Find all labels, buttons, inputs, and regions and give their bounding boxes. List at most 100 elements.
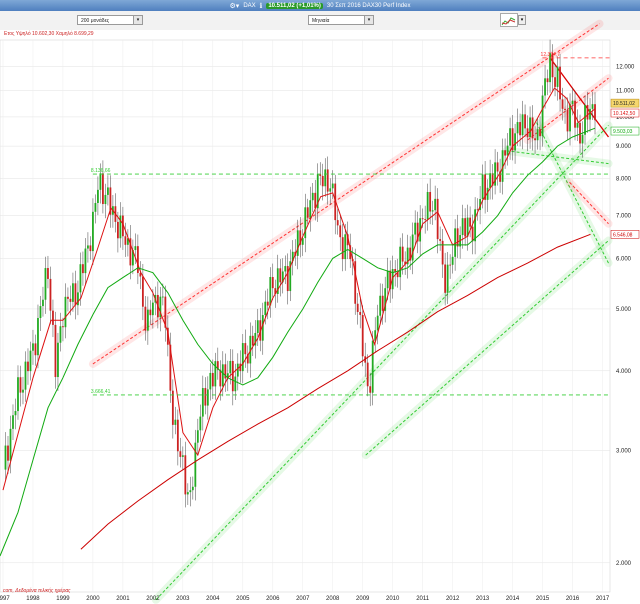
x-tick-label: 2012: [446, 596, 460, 602]
candle-body: [386, 270, 389, 289]
candle-body: [566, 109, 569, 132]
candle-body: [274, 288, 277, 294]
candle-body: [356, 303, 359, 312]
candle-body: [129, 238, 132, 266]
candle-body: [561, 99, 564, 109]
candle-body: [416, 222, 419, 242]
x-tick-label: 2017: [596, 596, 610, 602]
candle-body: [29, 350, 32, 372]
candle-body: [264, 301, 267, 316]
candle-body: [99, 173, 102, 190]
moving-average-line: [0, 127, 596, 557]
candle-body: [484, 174, 487, 200]
candle-body: [286, 266, 289, 292]
candle-body: [211, 372, 214, 387]
candle-body: [241, 343, 244, 372]
candle-body: [94, 202, 97, 212]
candle-body: [279, 268, 282, 283]
y-axis: 2.000 3.000 4.000 5.000 6.000 7.000 8.000 9.000…: [616, 64, 635, 566]
year-range-info: Ετος Υψηλό 10.602,30 Χαμηλό 8.699,29: [4, 31, 94, 37]
date-label: 30 Σεπ 2016 DAX30 Perf Index: [326, 2, 411, 9]
candle-body: [439, 239, 442, 241]
candle-body: [77, 292, 79, 306]
candle-body: [319, 174, 322, 176]
candle-body: [74, 283, 77, 306]
candle-body: [214, 361, 217, 387]
candle-body: [254, 332, 257, 346]
candle-body: [196, 430, 199, 443]
candle-body: [469, 217, 472, 227]
x-tick-label: 2009: [356, 596, 370, 602]
candle-body: [62, 326, 64, 328]
x-tick-label: 2007: [296, 596, 310, 602]
candle-body: [234, 376, 237, 392]
range-select-value: 200 μονάδες: [81, 18, 110, 24]
range-select[interactable]: 200 μονάδες ▾: [77, 15, 143, 25]
candle-body: [161, 296, 164, 298]
candle-body: [296, 230, 299, 256]
x-axis: 1997 1998 1999 2000 2001 2002 2003 2004 2005 2006…: [0, 596, 610, 602]
candle-body: [121, 215, 124, 237]
x-tick-label: 2016: [566, 596, 580, 602]
candle-body: [461, 218, 464, 236]
candle-body: [229, 360, 232, 374]
candle-body: [519, 122, 521, 136]
candle-body: [236, 363, 239, 377]
candle-body: [4, 445, 7, 470]
horizontal-levels: 12.374,7 8.136,66 3.666,41: [91, 52, 610, 396]
trend-channel-line: [527, 77, 609, 141]
candle-body: [541, 95, 544, 137]
candle-body: [269, 277, 272, 306]
candle-body: [47, 268, 49, 279]
candle-body: [219, 369, 222, 387]
candle-body: [581, 134, 584, 144]
chevron-down-icon[interactable]: ▾: [133, 16, 142, 24]
candle-body: [151, 302, 154, 316]
candle-body: [89, 245, 92, 252]
trend-channel-line: [536, 122, 609, 264]
chevron-down-icon[interactable]: ▾: [364, 16, 373, 24]
candle-body: [246, 354, 249, 364]
period-select[interactable]: Μηνιαία ▾: [308, 15, 374, 25]
candle-body: [486, 187, 489, 200]
candle-body: [52, 310, 54, 325]
candle-body: [186, 492, 189, 495]
candle-body: [209, 372, 212, 390]
candle-body: [22, 389, 24, 393]
info-icon[interactable]: ℹ: [259, 2, 263, 10]
candle-body: [369, 386, 372, 393]
candle-body: [361, 314, 364, 357]
candle-body: [107, 187, 109, 195]
candle-body: [489, 173, 491, 188]
x-tick-label: 2004: [206, 596, 220, 602]
candle-body: [504, 150, 506, 156]
candle-body: [82, 264, 84, 274]
candle-body: [199, 416, 202, 431]
candle-body: [594, 104, 596, 121]
candle-body: [136, 246, 139, 273]
candle-body: [204, 388, 207, 406]
candle-body: [79, 264, 82, 293]
candle-body: [139, 272, 142, 277]
price-label-box: [610, 126, 640, 136]
candle-body: [311, 192, 314, 201]
candle-body: [224, 364, 227, 379]
chart-type-icon[interactable]: [500, 13, 518, 27]
candle-body: [421, 218, 424, 220]
candle-body: [176, 419, 179, 452]
candle-body: [409, 247, 412, 261]
candle-body: [321, 175, 324, 187]
settings-icon[interactable]: ⚙▾: [229, 2, 240, 10]
y-tick-label: 9.000: [616, 144, 632, 150]
chart-type-dropdown[interactable]: ▾: [518, 15, 526, 25]
candle-body: [471, 226, 474, 242]
candle-body: [436, 198, 439, 240]
candle-body: [149, 309, 152, 316]
candle-body: [556, 66, 559, 87]
candle-body: [429, 191, 432, 212]
period-select-value: Μηνιαία: [312, 18, 330, 24]
candle-body: [431, 210, 434, 212]
candle-body: [359, 311, 362, 315]
candle-body: [554, 77, 556, 87]
